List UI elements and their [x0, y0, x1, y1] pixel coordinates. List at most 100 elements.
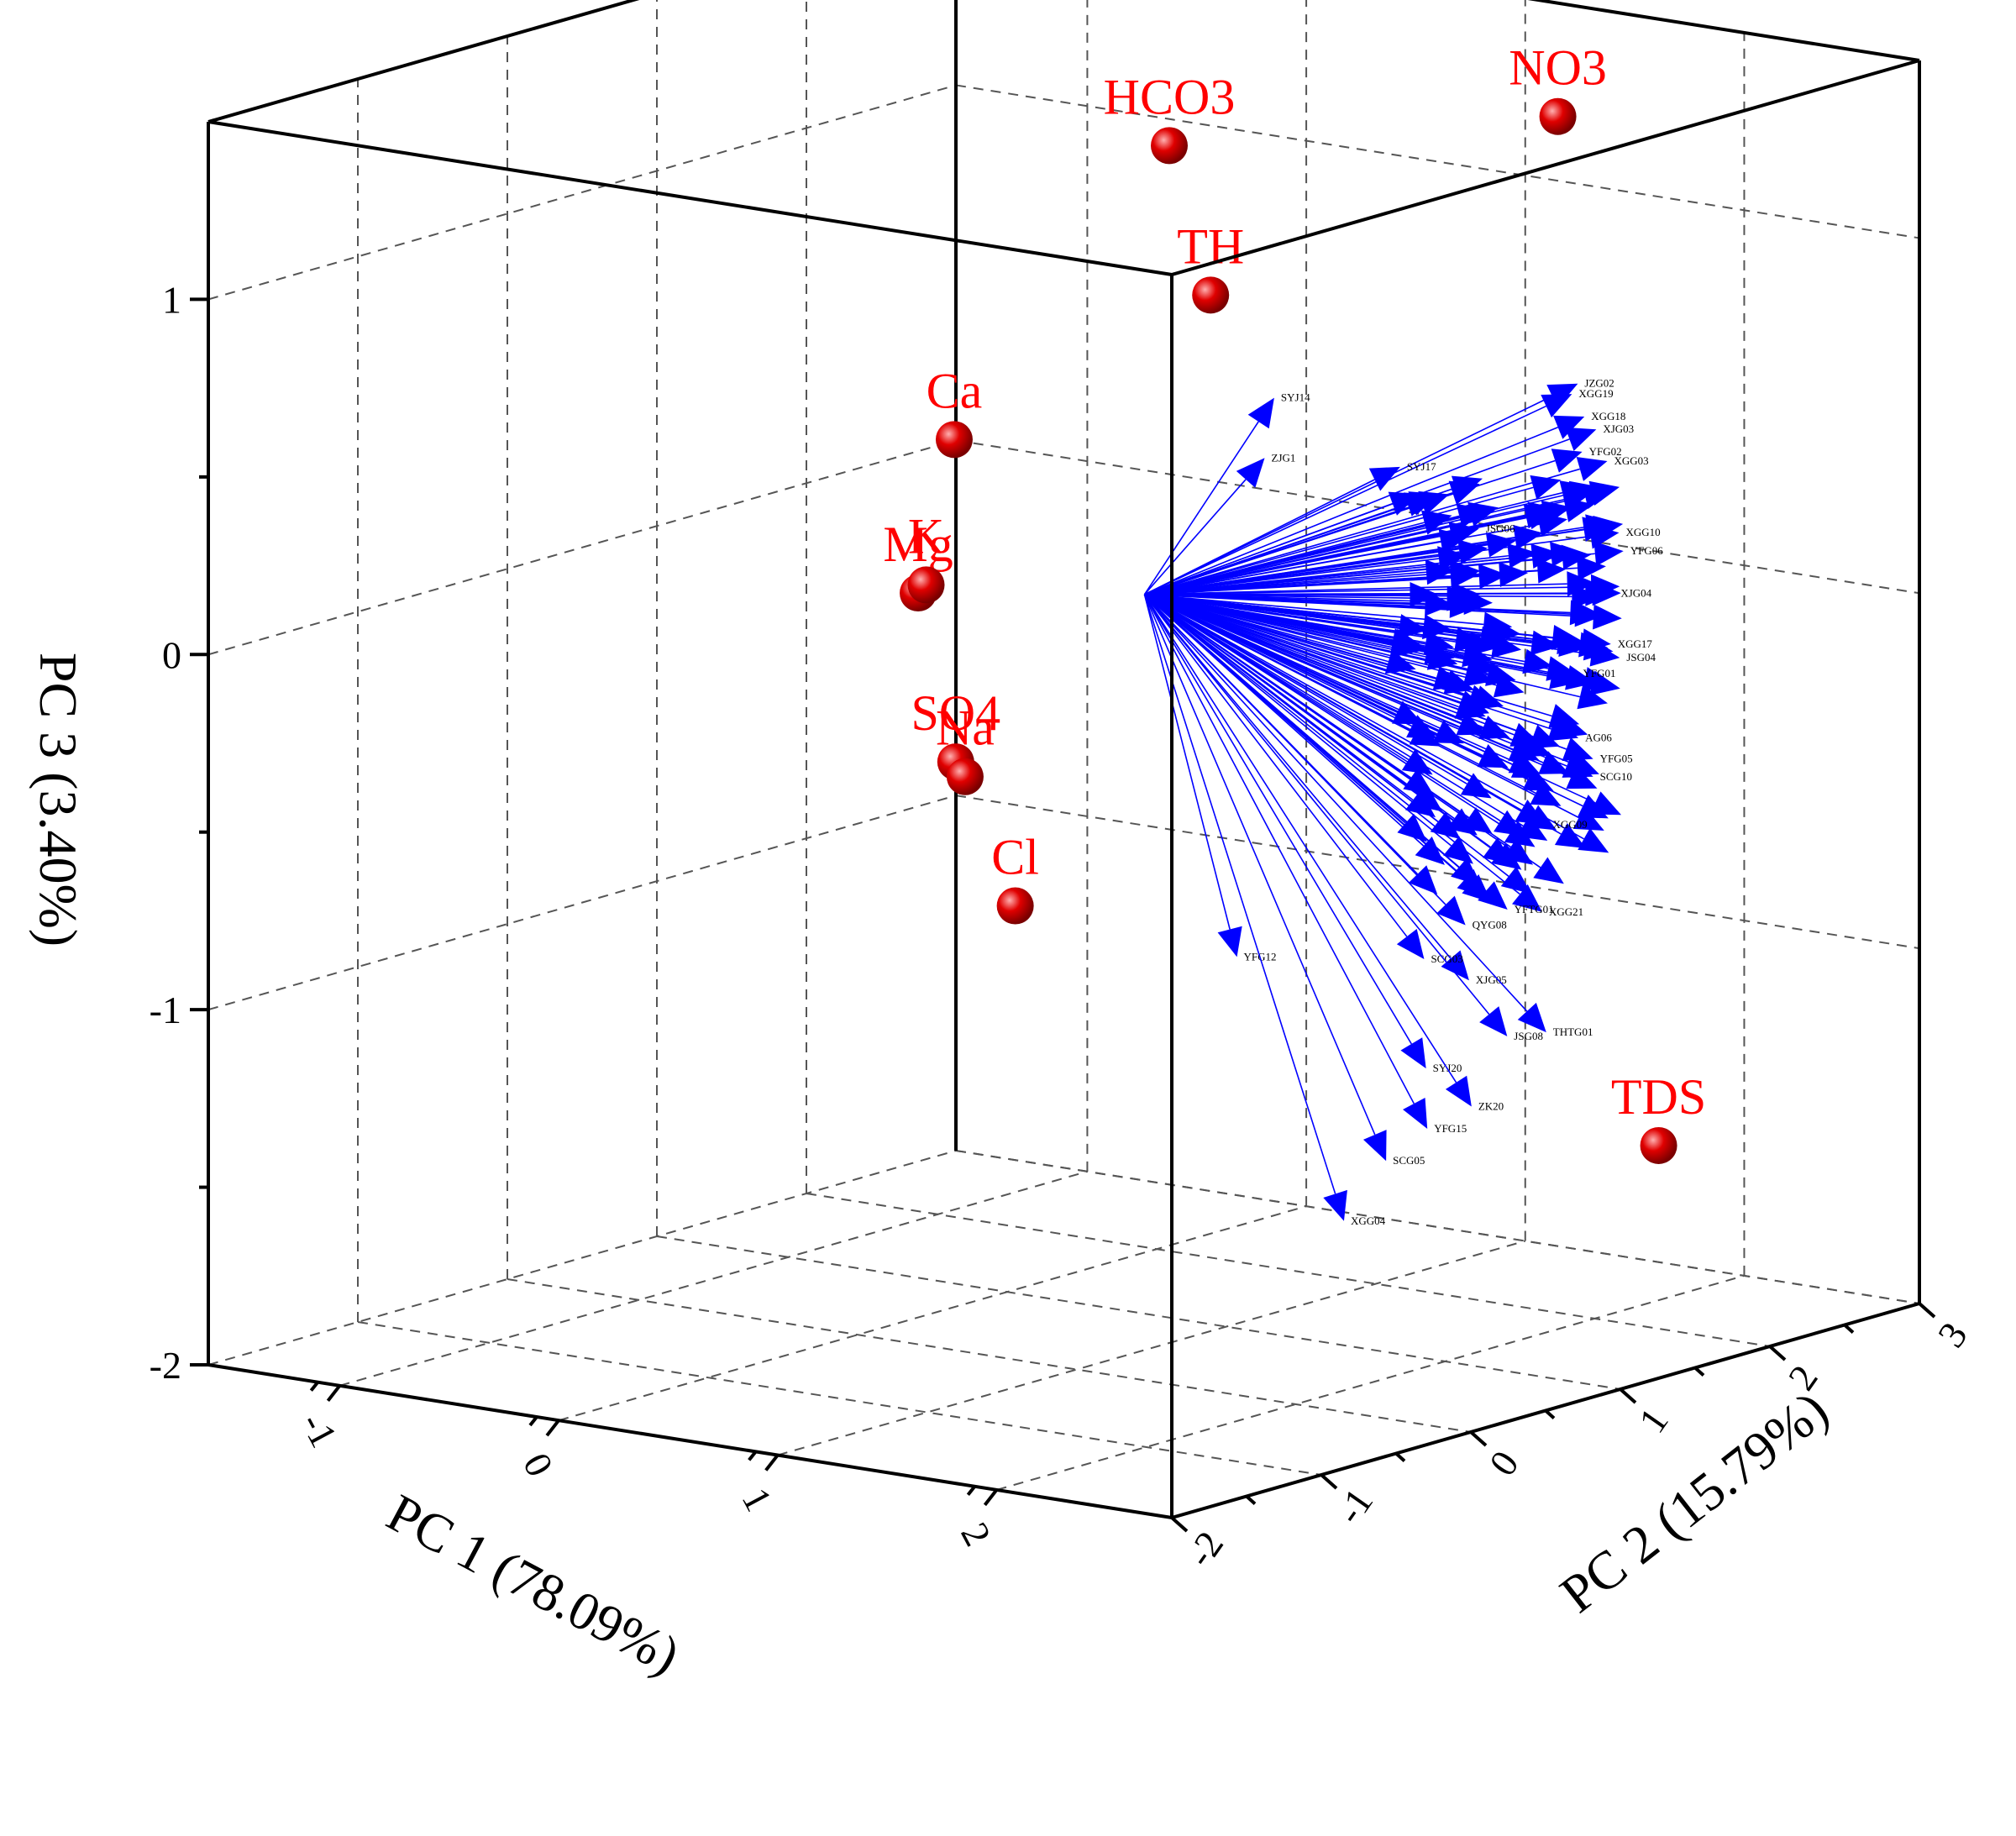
box-edge — [207, 120, 1173, 276]
arrow-shaft — [1144, 594, 1536, 795]
arrow-shaft — [1143, 594, 1412, 1045]
arrow-head — [1502, 837, 1534, 865]
arrow-shaft — [1143, 594, 1415, 1104]
arrow-shaft — [1143, 594, 1446, 905]
variable-label-k: K — [908, 508, 944, 564]
arrow-shaft — [1144, 594, 1488, 674]
arrow-shaft — [1144, 594, 1497, 686]
y-tick — [1320, 1473, 1338, 1490]
y-tick-label: 1 — [1630, 1400, 1677, 1440]
variable-label-cl: Cl — [991, 830, 1039, 885]
arrow-head — [1583, 667, 1614, 692]
variable-label-mg: Mg — [883, 517, 953, 572]
sample-label: ZJG1 — [1272, 451, 1296, 464]
variable-point-na — [946, 758, 984, 795]
arrow-shaft — [1144, 553, 1595, 595]
arrow-head — [1585, 580, 1614, 606]
arrow-head — [1546, 656, 1577, 681]
arrow-head — [1530, 782, 1562, 806]
arrow-head — [1578, 827, 1609, 853]
floor-grid-line — [656, 1235, 1621, 1390]
variable-point-cl — [996, 887, 1034, 925]
floor-grid-line — [806, 1193, 1771, 1347]
arrow-shaft — [1144, 583, 1567, 595]
arrow-head — [1530, 543, 1561, 569]
arrow-shaft — [1144, 594, 1567, 767]
arrow-head — [1384, 649, 1416, 674]
variable-point-k — [907, 566, 945, 604]
arrow-shaft — [1144, 459, 1556, 595]
arrow-shaft — [1144, 594, 1515, 736]
arrow-head — [1473, 685, 1504, 711]
variable-label-na: Na — [936, 700, 995, 756]
arrow-head — [1491, 632, 1522, 658]
back-wall-grid-line — [955, 439, 1920, 595]
sample-label: XGG03 — [1614, 454, 1649, 467]
arrow-head — [1408, 865, 1438, 895]
sample-label: SYJ14 — [1281, 391, 1310, 404]
x-tick — [983, 1488, 999, 1507]
variable-label-so4: SO4 — [911, 685, 1000, 741]
arrow-shaft — [1143, 594, 1231, 930]
arrow-head — [1581, 628, 1611, 654]
arrow-shaft — [1144, 536, 1515, 595]
sample-label: YFG02 — [1589, 445, 1622, 458]
y-tick — [1170, 1516, 1189, 1533]
arrow-shaft — [1144, 427, 1559, 595]
arrow-shaft — [1144, 594, 1596, 804]
arrow-head — [1517, 1002, 1546, 1033]
arrow-shaft — [1144, 594, 1573, 764]
variable-point-hco3 — [1150, 127, 1188, 165]
arrow-head — [1448, 522, 1479, 547]
arrow-head — [1441, 950, 1469, 981]
arrow-shaft — [1144, 594, 1544, 763]
arrow-head — [1446, 808, 1478, 836]
arrow-head — [1323, 1189, 1347, 1221]
left-wall-grid-line — [207, 1150, 957, 1366]
arrow-shaft — [1144, 540, 1441, 595]
arrow-shaft — [1144, 438, 1570, 595]
arrow-shaft — [1144, 594, 1494, 647]
arrow-shaft — [1144, 594, 1562, 727]
x-minor-tick — [528, 1415, 538, 1427]
arrow-head — [1557, 629, 1587, 654]
arrow-head — [1217, 926, 1242, 957]
arrow-head — [1554, 823, 1586, 848]
arrow-head — [1507, 543, 1537, 569]
arrow-head — [1562, 754, 1593, 778]
x-tick — [545, 1419, 560, 1437]
arrow-shaft — [1144, 486, 1534, 595]
arrow-head — [1247, 397, 1274, 429]
arrow-shaft — [1144, 535, 1591, 595]
arrow-head — [1236, 458, 1265, 488]
arrow-shaft — [1143, 594, 1528, 1012]
sample-label: JSG06 — [1486, 522, 1515, 534]
arrow-shaft — [1143, 479, 1247, 595]
y-minor-tick — [1693, 1367, 1705, 1377]
sample-label: XGG09 — [1552, 818, 1587, 831]
arrow-shaft — [1144, 594, 1529, 779]
x-minor-tick — [748, 1450, 758, 1461]
arrow-head — [1457, 868, 1487, 898]
arrow-shaft — [1144, 503, 1409, 595]
floor-grid-line — [558, 1205, 1307, 1422]
x-axis-title: PC 1 (78.09%) — [378, 1482, 690, 1686]
arrow-head — [1593, 541, 1624, 567]
box-edge — [1527, 0, 1920, 62]
floor-grid-line — [996, 1274, 1745, 1491]
y-minor-tick — [1843, 1324, 1855, 1334]
arrow-head — [1415, 836, 1445, 865]
arrow-head — [1460, 773, 1492, 799]
arrow-shaft — [1144, 594, 1552, 730]
y-minor-tick — [1394, 1452, 1406, 1462]
z-tick-label: -2 — [150, 1344, 181, 1387]
sample-label: XGG17 — [1618, 637, 1653, 650]
arrow-head — [1512, 884, 1542, 912]
sample-label: YFG01 — [1583, 667, 1616, 679]
y-tick — [1619, 1387, 1637, 1404]
arrow-head — [1565, 427, 1597, 451]
variable-point-th — [1192, 276, 1230, 314]
